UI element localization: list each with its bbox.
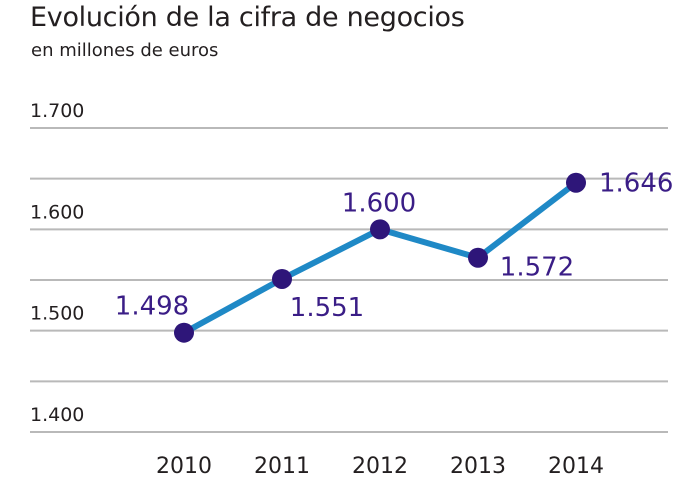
y-axis-ticks: 1.400 1.500 1.600 1.700 (30, 100, 84, 426)
data-label: 1.572 (500, 253, 574, 283)
grid-lines (30, 127, 668, 433)
x-tick-label: 2012 (352, 454, 408, 478)
data-point (468, 247, 488, 268)
data-point (272, 268, 292, 289)
data-label: 1.498 (115, 292, 189, 322)
data-point (370, 219, 390, 240)
data-point (174, 322, 194, 343)
data-points (174, 172, 586, 343)
x-axis-ticks: 2010 2011 2012 2013 2014 (156, 454, 604, 478)
x-tick-label: 2010 (156, 454, 212, 478)
y-tick-label: 1.500 (30, 303, 84, 325)
data-label: 1.600 (342, 188, 416, 218)
data-label: 1.551 (290, 293, 364, 323)
chart-title: Evolución de la cifra de negocios (30, 2, 465, 33)
data-point (566, 172, 586, 193)
x-tick-label: 2011 (254, 454, 310, 478)
y-tick-label: 1.700 (30, 100, 84, 122)
data-labels: 1.498 1.551 1.600 1.572 1.646 (115, 169, 674, 323)
y-tick-label: 1.600 (30, 201, 84, 223)
data-label: 1.646 (599, 169, 673, 199)
x-tick-label: 2013 (450, 454, 506, 478)
y-tick-label: 1.400 (30, 404, 84, 426)
x-tick-label: 2014 (548, 454, 604, 478)
chart-subtitle: en millones de euros (31, 40, 219, 61)
